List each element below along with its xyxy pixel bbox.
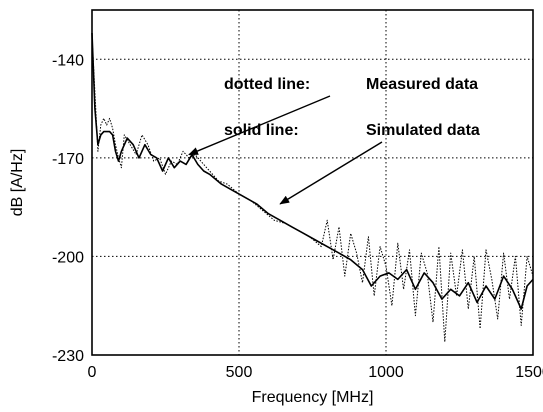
- annotation-arrow: [188, 95, 331, 156]
- y-tick-label: -200: [52, 249, 84, 266]
- annotation-label: dotted line:: [224, 76, 310, 93]
- x-tick-label: 0: [88, 364, 97, 381]
- annotation-text: Measured data: [366, 76, 478, 93]
- data-series: [91, 32, 534, 343]
- y-tick-label: -230: [52, 348, 84, 365]
- y-tick-label: -140: [52, 52, 84, 69]
- grid-lines: [92, 10, 533, 355]
- x-tick-label: 500: [226, 364, 253, 381]
- plot-frame: [91, 9, 534, 356]
- y-axis-label: dB [A/Hz]: [9, 149, 26, 217]
- x-tick-label: 1000: [368, 364, 404, 381]
- annotations: dotted line: Measured data solid line: Simu…: [188, 76, 480, 205]
- y-tick-label: -170: [52, 151, 84, 168]
- measured-data-line: [91, 36, 534, 343]
- annotation-arrow: [279, 141, 383, 205]
- annotation-text: Simulated data: [366, 122, 480, 139]
- x-tick-label: 1500: [515, 364, 543, 381]
- annotation-label: solid line:: [224, 122, 299, 139]
- x-tick-labels: 0 500 1000 1500: [88, 364, 543, 381]
- simulated-data-line: [91, 32, 534, 310]
- y-tick-labels: -140 -170 -200 -230: [52, 52, 84, 365]
- x-axis-label: Frequency [MHz]: [252, 389, 374, 406]
